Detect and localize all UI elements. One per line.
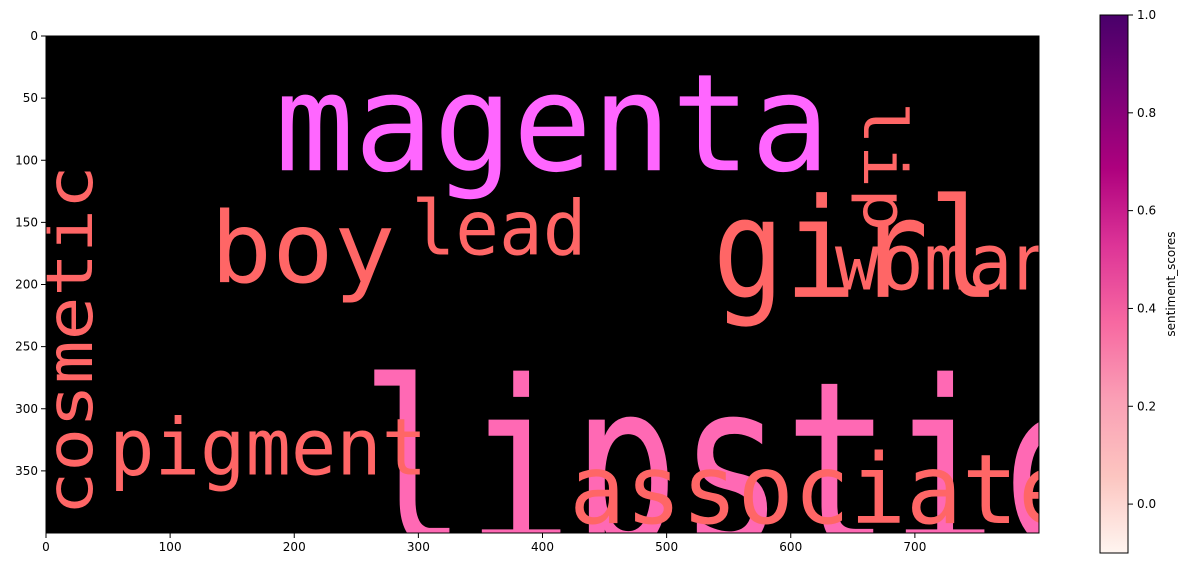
x-tick-label: 300 <box>407 540 430 554</box>
colorbar-tick-label: 0.0 <box>1137 497 1156 511</box>
word-girl: girl <box>713 169 1001 330</box>
word-boy: boy <box>210 192 395 306</box>
wordcloud-background <box>46 36 1039 533</box>
y-tick-label: 250 <box>15 340 38 354</box>
y-tick-label: 50 <box>23 91 38 105</box>
word-pigment: pigment <box>109 404 427 494</box>
colorbar <box>1099 14 1129 554</box>
y-tick-label: 350 <box>15 464 38 478</box>
y-tick-label: 0 <box>30 29 38 43</box>
y-tick-label: 100 <box>15 153 38 167</box>
word-cosmetic: cosmetic <box>34 165 108 515</box>
y-tick-label: 200 <box>15 278 38 292</box>
word-associate: associate <box>569 434 1074 546</box>
x-tick-label: 400 <box>531 540 554 554</box>
y-tick-label: 150 <box>15 215 38 229</box>
colorbar-tick-label: 0.2 <box>1137 399 1156 413</box>
colorbar-tick-label: 0.4 <box>1137 301 1156 315</box>
word-woman: woman <box>835 218 1057 308</box>
colorbar-label: sentiment_scores <box>1164 231 1178 336</box>
x-tick-label: 700 <box>903 540 926 554</box>
x-tick-label: 500 <box>655 540 678 554</box>
word-lipstick: lipstick <box>361 333 1188 566</box>
colorbar-tick-label: 0.8 <box>1137 106 1156 120</box>
x-tick-label: 100 <box>159 540 182 554</box>
word-lead: lead <box>412 184 587 273</box>
x-tick-label: 600 <box>779 540 802 554</box>
y-tick-label: 300 <box>15 402 38 416</box>
colorbar-tick-label: 0.6 <box>1137 204 1156 218</box>
x-tick-label: 200 <box>283 540 306 554</box>
colorbar-tick-label: 1.0 <box>1137 8 1156 22</box>
x-tick-label: 0 <box>42 540 50 554</box>
word-magenta: magenta <box>275 45 830 202</box>
word-lip: lip <box>849 101 919 231</box>
